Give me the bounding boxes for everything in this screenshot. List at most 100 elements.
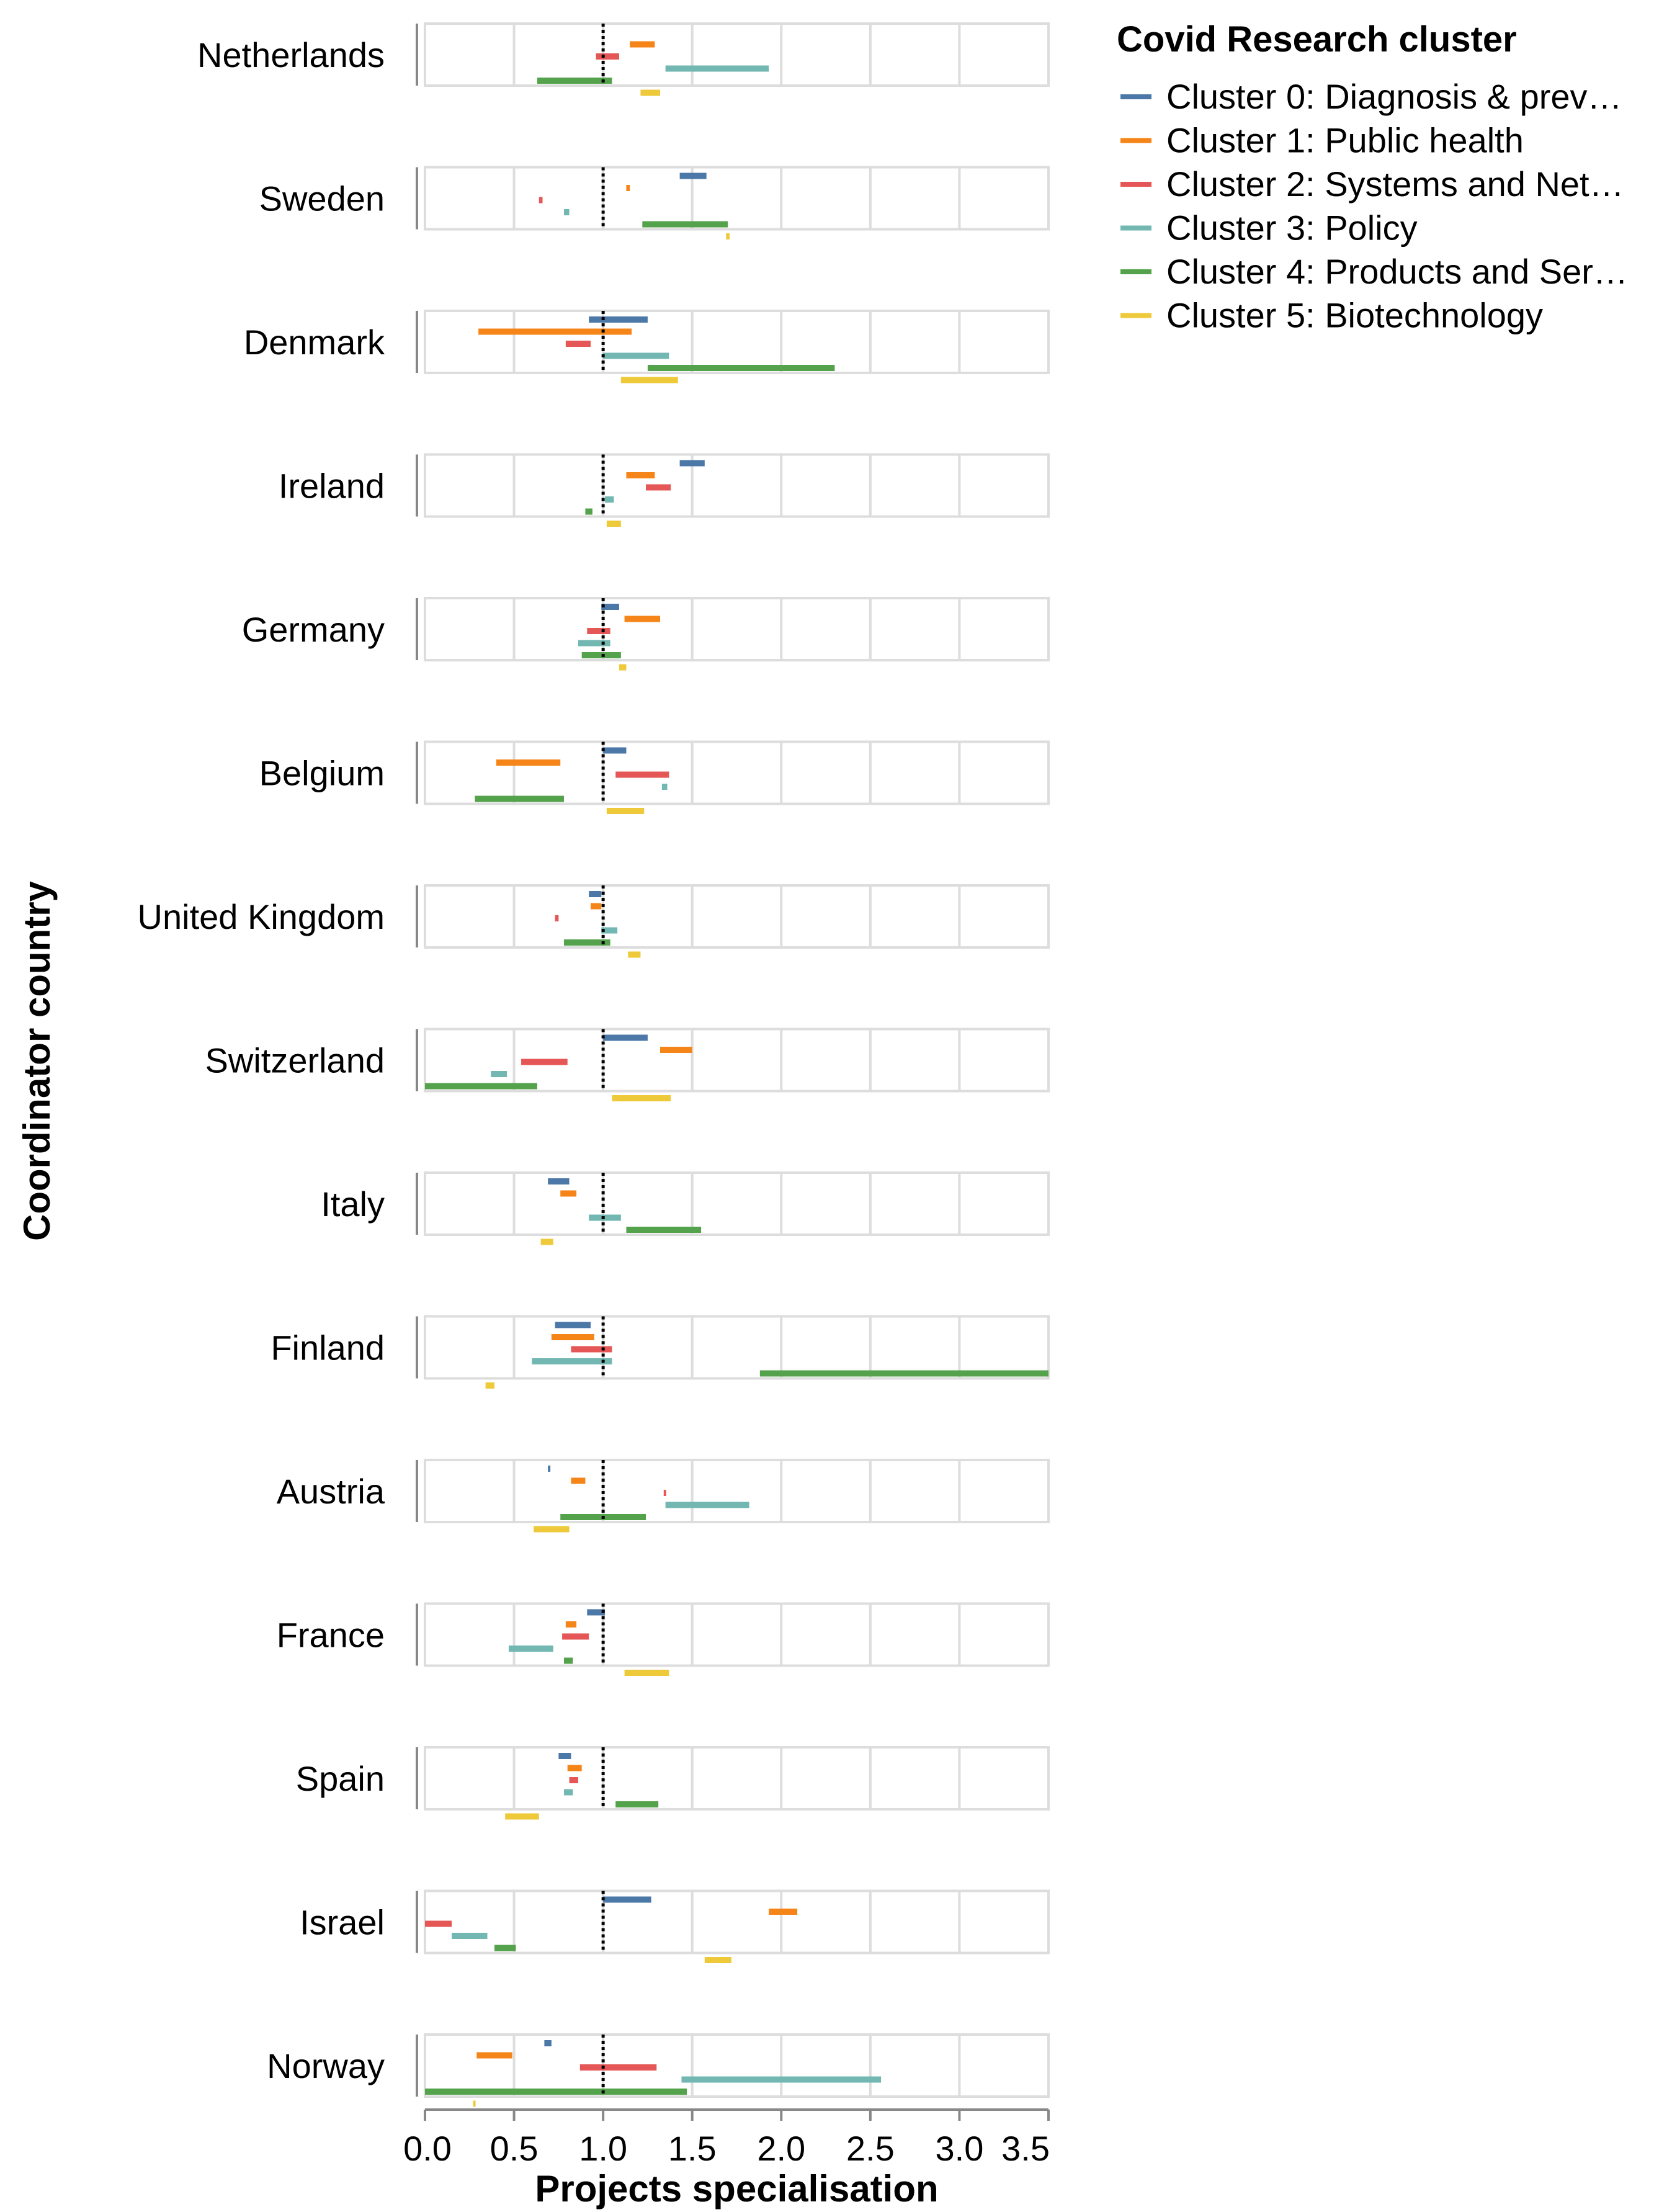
range-bar	[660, 1047, 692, 1053]
range-bar	[473, 2100, 476, 2107]
range-bar	[563, 939, 610, 946]
range-bar	[603, 352, 669, 359]
panel-frame	[424, 310, 1050, 374]
range-bar	[551, 1334, 594, 1340]
panel-frame	[424, 1889, 1050, 1955]
range-bar	[544, 2040, 552, 2046]
range-bar	[585, 508, 592, 515]
range-bar	[646, 484, 671, 491]
range-bar	[571, 1346, 612, 1353]
panel-frame	[424, 884, 1050, 949]
panel-frame	[424, 1746, 1050, 1811]
panel-frame	[424, 1028, 1050, 1093]
range-bar	[565, 1621, 577, 1628]
country-panel: Israel	[300, 1889, 1050, 1963]
legend: Covid Research cluster Cluster 0: Diagno…	[1117, 19, 1628, 335]
range-bar	[591, 903, 602, 910]
range-bar	[563, 209, 570, 215]
panel-frame	[424, 22, 1050, 87]
range-bar	[626, 185, 630, 191]
range-bar	[532, 1358, 612, 1364]
range-bar	[620, 377, 678, 383]
range-bar	[555, 1322, 591, 1328]
range-bar	[626, 1227, 702, 1233]
range-bar	[496, 759, 561, 766]
country-panel: Sweden	[259, 166, 1050, 240]
range-bar	[563, 1789, 573, 1796]
country-panel: Spain	[296, 1746, 1050, 1820]
range-bar	[603, 747, 627, 754]
range-bar	[476, 2052, 512, 2059]
range-bar	[475, 795, 564, 802]
panel-frame	[424, 1315, 1050, 1380]
range-bar	[679, 172, 707, 179]
country-panel: Denmark	[244, 310, 1050, 383]
range-bar	[640, 89, 661, 96]
range-bar	[679, 460, 705, 467]
panel-frame	[424, 166, 1050, 231]
range-bar	[521, 1059, 568, 1065]
x-tick-label: 0.5	[490, 2129, 539, 2168]
country-panels: Netherlands Sweden Denmark Ireland Germany Be…	[138, 22, 1050, 2107]
country-panel: Belgium	[259, 740, 1050, 814]
range-bar	[555, 915, 559, 921]
panel-frame	[424, 2033, 1050, 2098]
range-bar	[581, 652, 621, 658]
legend-label: Cluster 2: Systems and Net…	[1166, 164, 1624, 204]
range-bar	[539, 197, 543, 204]
range-bar	[663, 1490, 666, 1496]
panel-frame	[424, 1171, 1050, 1236]
range-bar	[508, 1646, 553, 1652]
x-tick-label: 2.0	[757, 2129, 805, 2168]
country-label: Ireland	[279, 467, 385, 506]
range-bar	[425, 1920, 452, 1927]
range-bar	[589, 891, 602, 897]
country-label: United Kingdom	[138, 897, 385, 936]
country-label: Norway	[267, 2046, 385, 2085]
legend-title: Covid Research cluster	[1117, 19, 1517, 60]
range-bar	[759, 1370, 1048, 1377]
country-label: Sweden	[259, 179, 385, 218]
range-bar	[494, 1945, 516, 1951]
x-tick-label: 1.5	[668, 2129, 717, 2168]
country-label: Austria	[277, 1472, 385, 1511]
range-bar	[548, 1466, 551, 1472]
range-bar	[704, 1957, 731, 1963]
range-bar	[578, 640, 610, 647]
range-bar	[567, 1765, 582, 1771]
range-bar	[647, 365, 835, 371]
legend-label: Cluster 0: Diagnosis & prev…	[1166, 77, 1622, 116]
range-bar	[626, 472, 655, 478]
range-bar	[624, 1670, 669, 1676]
country-panel: United Kingdom	[138, 884, 1050, 958]
range-bar	[628, 951, 641, 958]
range-bar	[606, 808, 645, 814]
range-bar	[615, 771, 669, 778]
x-tick-label: 3.0	[935, 2129, 983, 2168]
x-axis: 0.0 0.5 1.0 1.5 2.0 2.5 3.0 3.5	[403, 2108, 1050, 2168]
range-bar	[589, 1214, 621, 1221]
range-bar	[560, 1190, 577, 1197]
range-bar	[596, 53, 619, 60]
country-label: Switzerland	[205, 1041, 385, 1080]
country-panel: France	[277, 1602, 1050, 1676]
range-bar	[563, 1657, 573, 1664]
range-bar	[665, 65, 769, 72]
country-panel: Netherlands	[197, 22, 1050, 96]
panel-frame	[424, 1602, 1050, 1667]
country-label: France	[277, 1616, 385, 1655]
country-label: Belgium	[259, 754, 385, 793]
country-panel: Ireland	[279, 453, 1050, 527]
range-bar	[587, 1609, 606, 1616]
range-bar	[603, 1034, 648, 1041]
country-label: Denmark	[244, 323, 385, 362]
country-label: Germany	[242, 610, 385, 649]
legend-label: Cluster 1: Public health	[1166, 121, 1524, 160]
range-bar	[540, 1238, 553, 1245]
range-bar	[606, 521, 621, 527]
range-bar	[571, 1477, 586, 1484]
country-panel: Germany	[242, 597, 1050, 671]
x-tick-label: 3.5	[1001, 2129, 1050, 2168]
range-bar	[478, 328, 632, 335]
range-bar	[624, 616, 661, 622]
